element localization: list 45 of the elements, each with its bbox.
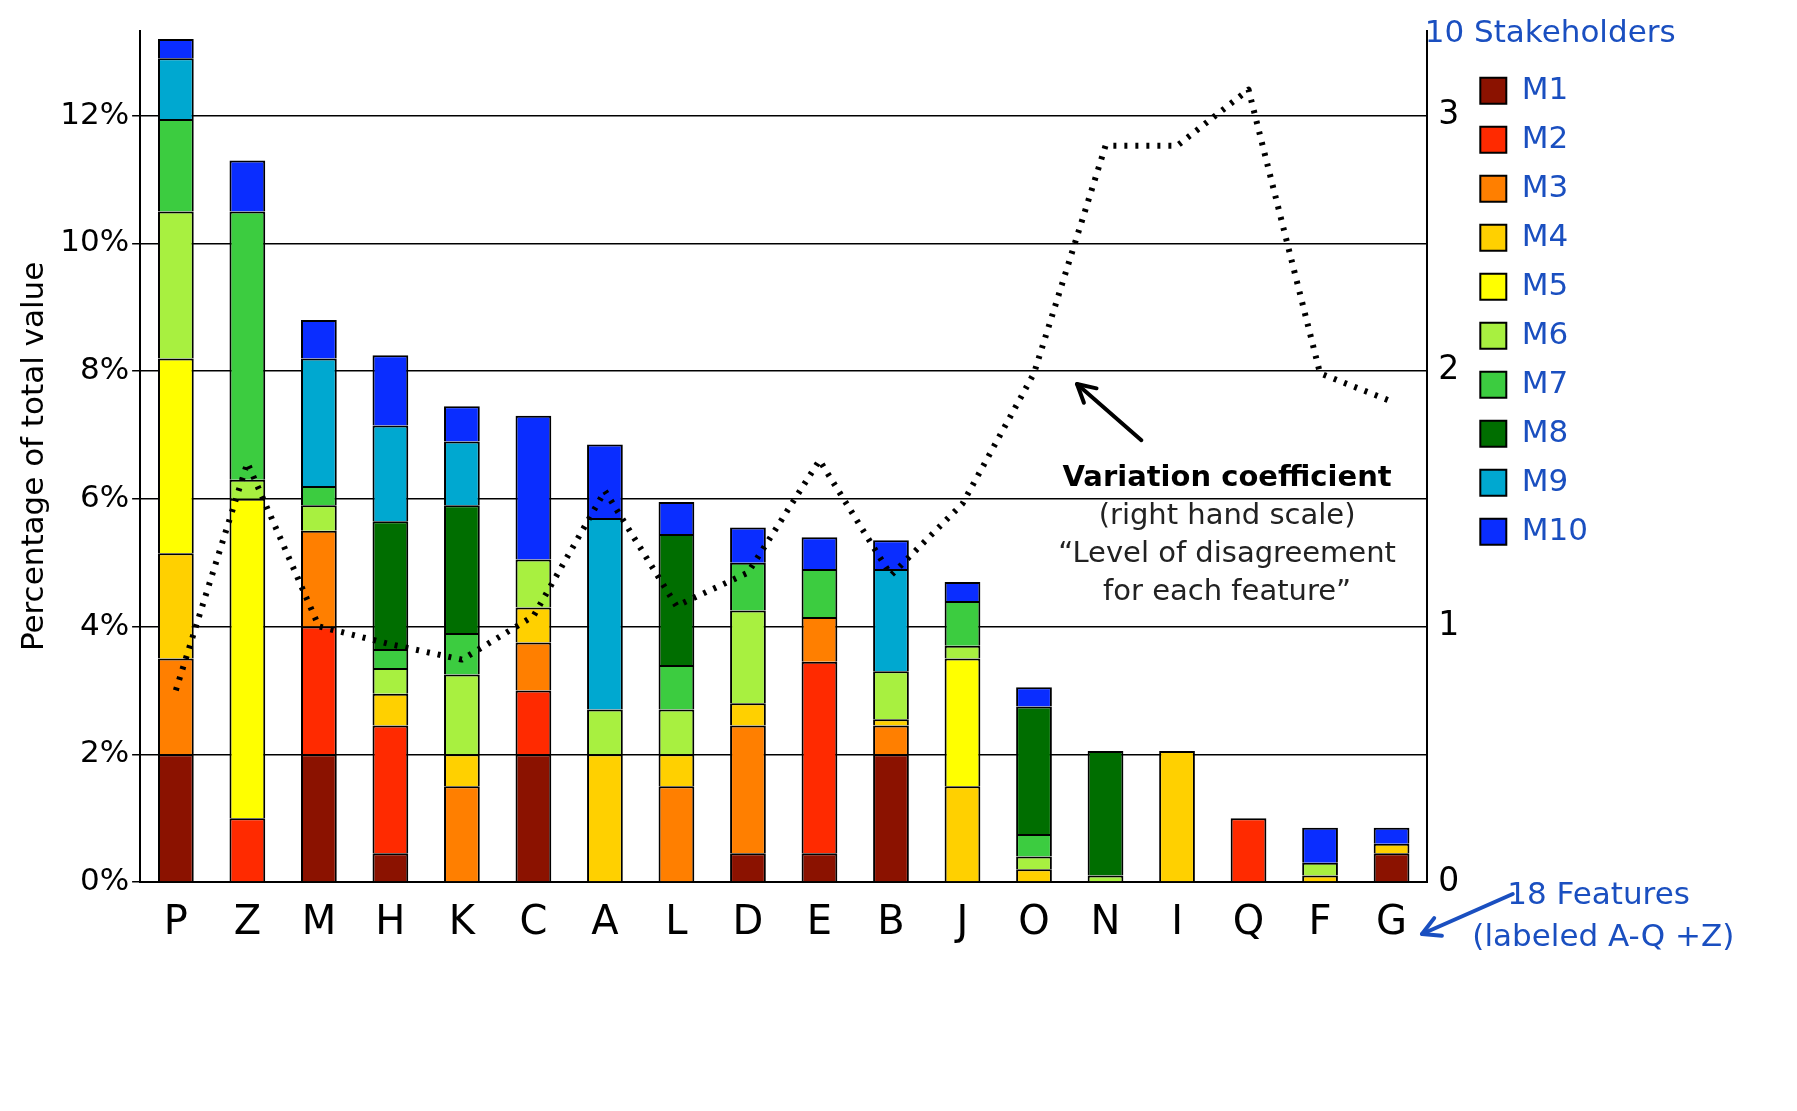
legend-label: M9 [1521, 461, 1569, 498]
y-tick-label: 10% [60, 222, 130, 259]
legend-label: M6 [1521, 314, 1569, 351]
y-tick-label: 4% [79, 605, 130, 642]
text: 18 Features (labeled A-Q +Z) [1472, 875, 1735, 954]
x-tick-label: Z [233, 897, 262, 944]
x-tick-label: L [665, 897, 689, 944]
x-tick-label: N [1090, 897, 1121, 944]
y2-tick-label: 2 [1438, 348, 1460, 388]
y2-tick-label: 1 [1438, 603, 1460, 643]
x-tick-label: C [519, 897, 548, 944]
x-tick-label: K [448, 897, 477, 944]
x-tick-label: F [1308, 897, 1332, 944]
legend-label: M1 [1521, 69, 1569, 106]
y2-tick-label: 0 [1438, 859, 1460, 899]
x-tick-label: I [1171, 897, 1183, 944]
x-tick-label: P [163, 897, 188, 944]
series-label: Variation coefficient [1062, 458, 1392, 493]
legend-label: M10 [1521, 510, 1589, 547]
annotation: “Level of disagreement for each feature” [1058, 535, 1396, 608]
x-tick-label: M [301, 897, 337, 944]
y-axis-title: Percentage of total value [13, 261, 50, 652]
x-tick-label: O [1018, 897, 1050, 944]
legend-label: M5 [1521, 265, 1569, 302]
x-tick-label: G [1376, 897, 1408, 944]
y-tick-label: 0% [79, 861, 130, 898]
legend-label: M7 [1521, 363, 1569, 400]
y-tick-label: 8% [79, 350, 130, 387]
y-tick-label: 6% [79, 477, 130, 514]
legend-label: M8 [1521, 412, 1569, 449]
x-tick-label: E [806, 897, 833, 944]
legend-label: M3 [1521, 167, 1569, 204]
x-tick-label: B [877, 897, 905, 944]
x-tick-label: Q [1232, 897, 1265, 944]
y-tick-label: 2% [79, 733, 130, 770]
legend-label: M4 [1521, 216, 1569, 253]
x-tick-label: J [953, 897, 969, 944]
legend-label: M2 [1521, 118, 1569, 155]
legend-title: 10 Stakeholders [1424, 13, 1676, 50]
y-tick-label: 12% [60, 94, 130, 131]
x-tick-label: H [375, 897, 406, 944]
x-tick-label: D [732, 897, 764, 944]
y2-tick-label: 3 [1438, 92, 1460, 132]
annotation: (right hand scale) [1098, 497, 1356, 531]
x-tick-label: A [591, 897, 620, 944]
